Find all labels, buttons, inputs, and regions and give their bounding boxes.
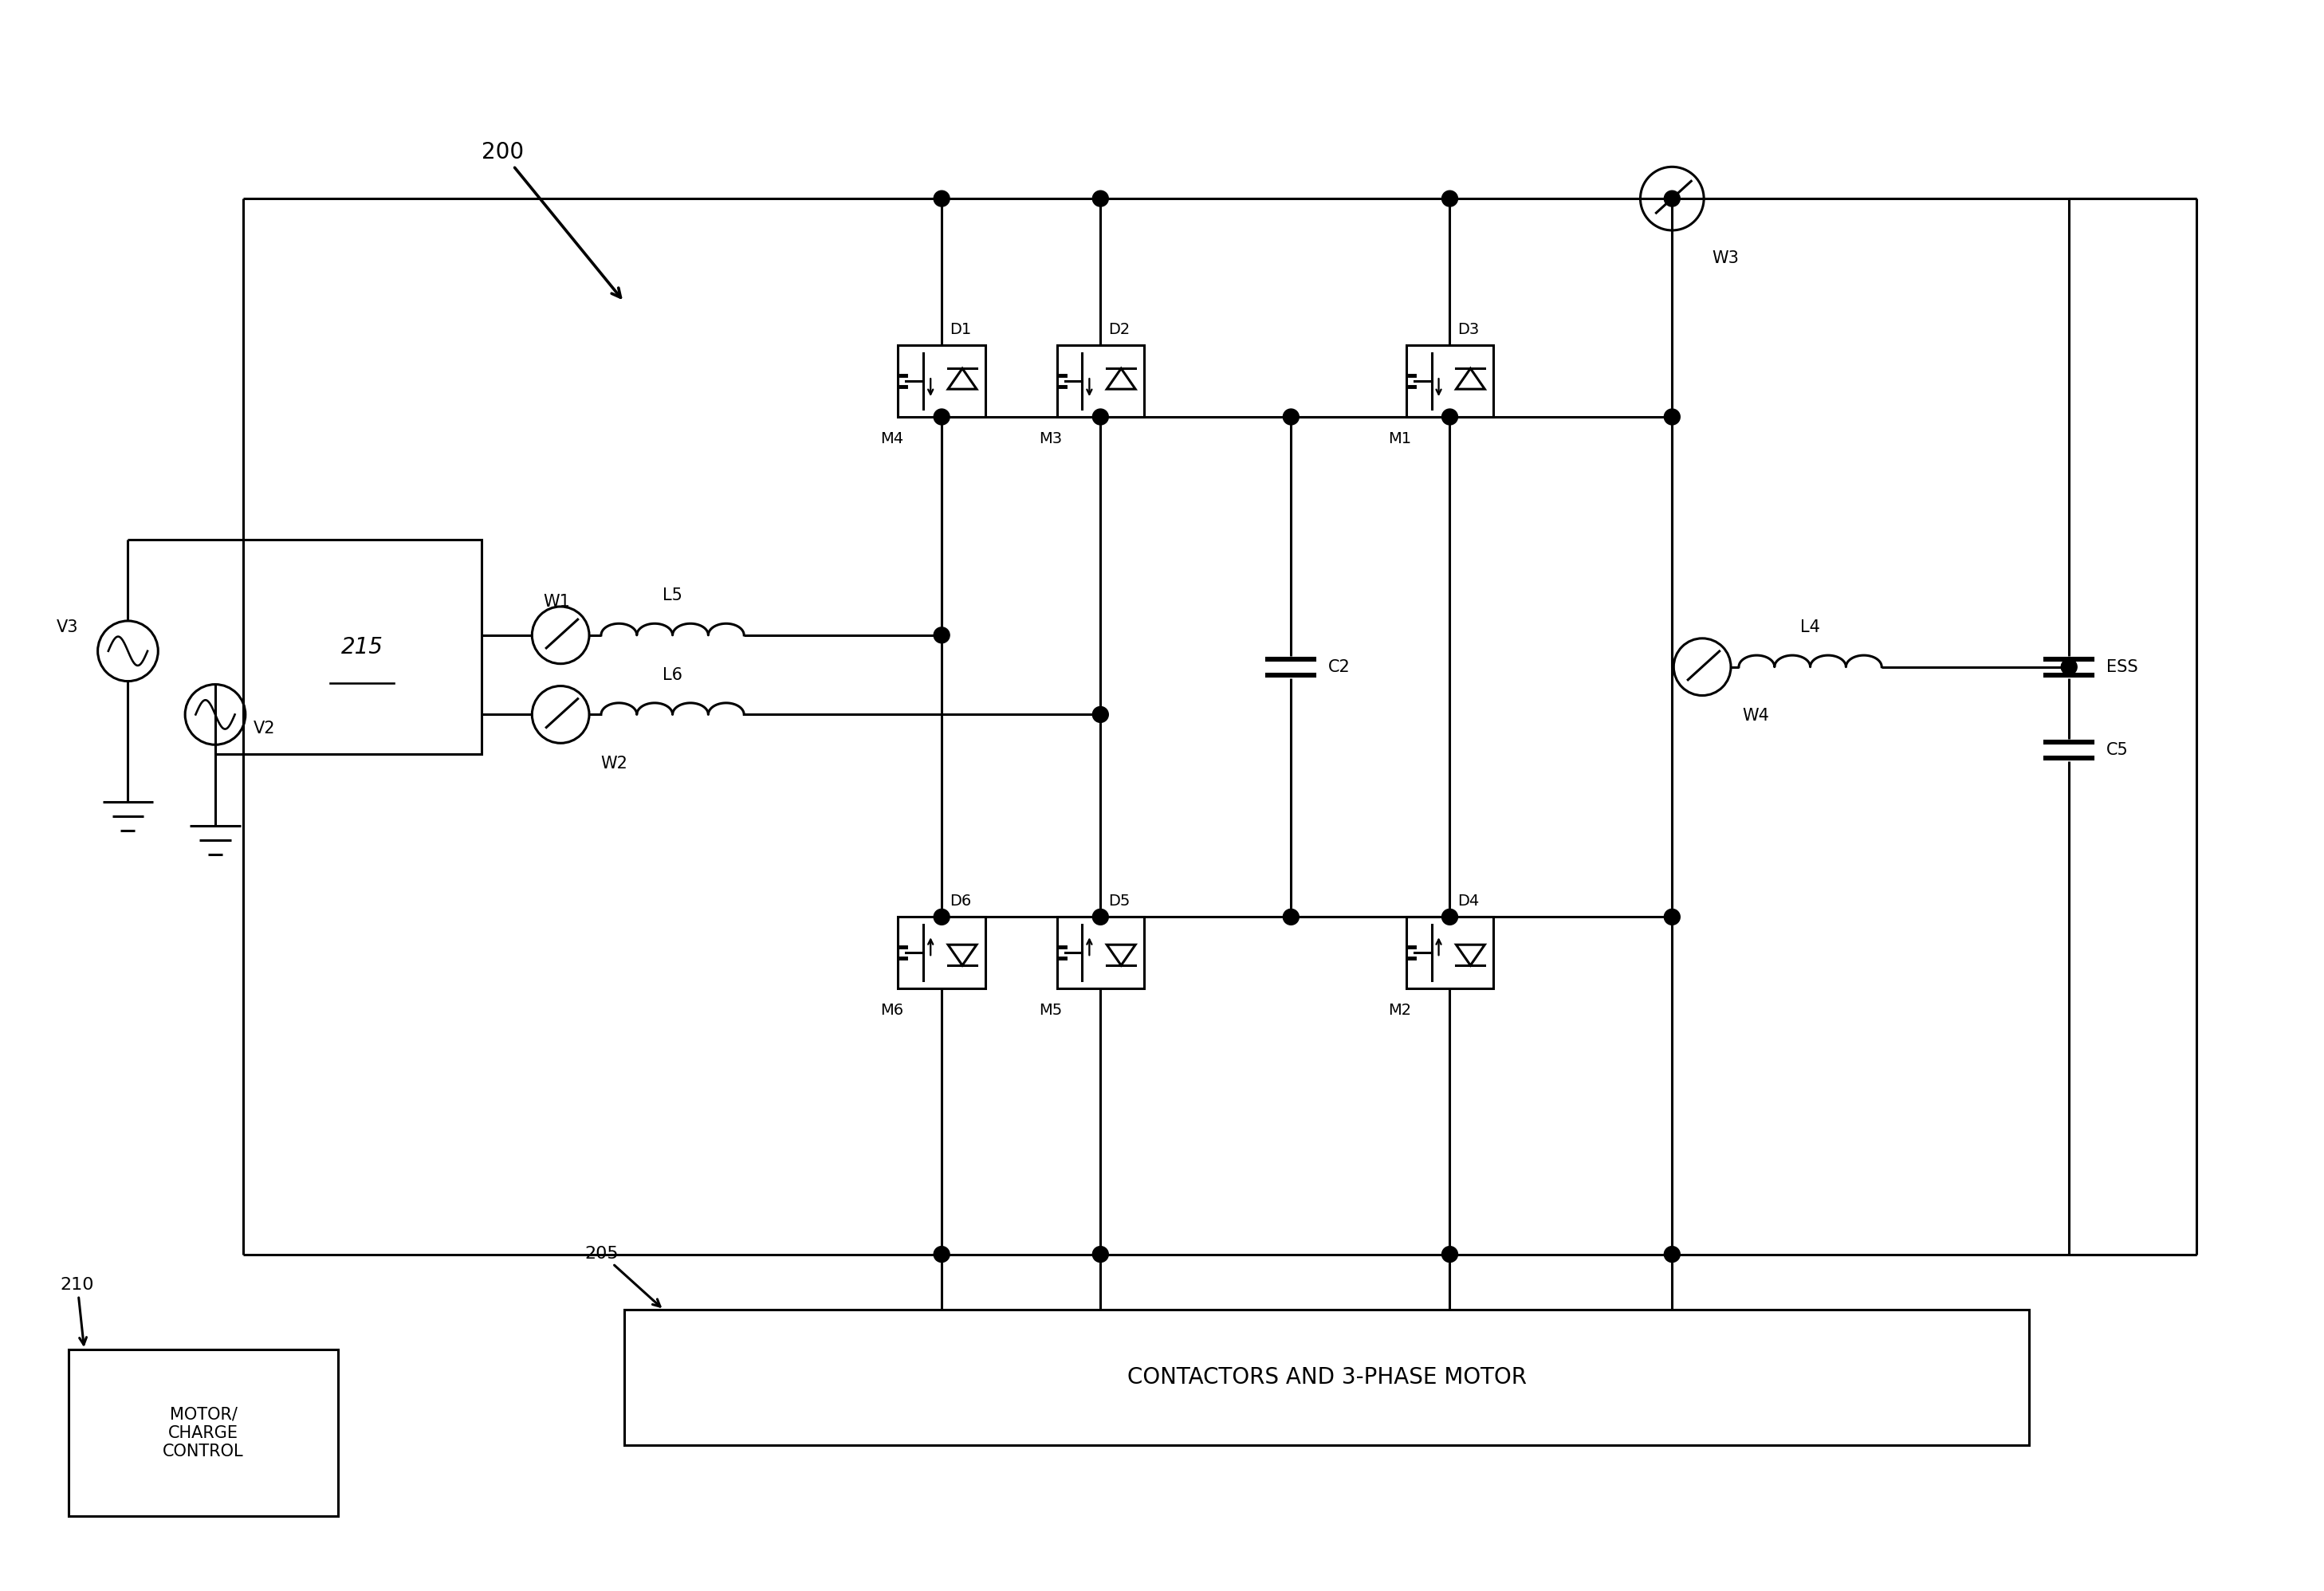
Text: M1: M1	[1387, 431, 1411, 447]
Circle shape	[1441, 191, 1457, 207]
Text: W4: W4	[1743, 708, 1769, 724]
Text: 215: 215	[342, 636, 383, 659]
Text: M5: M5	[1039, 1002, 1062, 1018]
Text: D3: D3	[1457, 323, 1480, 337]
Bar	[67, 1349, 339, 1516]
Polygon shape	[1457, 369, 1485, 390]
Circle shape	[1092, 908, 1109, 924]
Text: D2: D2	[1109, 323, 1129, 337]
Bar	[897, 916, 985, 988]
Text: W1: W1	[544, 593, 569, 609]
Circle shape	[1441, 1246, 1457, 1262]
Text: L4: L4	[1801, 619, 1820, 635]
Circle shape	[1664, 191, 1680, 207]
Circle shape	[1092, 191, 1109, 207]
Circle shape	[1664, 1246, 1680, 1262]
Text: D6: D6	[951, 894, 971, 908]
Circle shape	[1441, 908, 1457, 924]
Circle shape	[1283, 409, 1299, 425]
Bar	[1057, 916, 1143, 988]
Polygon shape	[1457, 945, 1485, 966]
Bar	[1406, 345, 1494, 417]
Text: W2: W2	[600, 756, 627, 772]
Text: MOTOR/
CHARGE
CONTROL: MOTOR/ CHARGE CONTROL	[163, 1406, 244, 1459]
Bar	[1057, 345, 1143, 417]
Circle shape	[934, 1246, 951, 1262]
Text: V3: V3	[56, 619, 79, 635]
Text: M4: M4	[881, 431, 904, 447]
Circle shape	[1092, 1246, 1109, 1262]
Text: V2: V2	[253, 721, 274, 737]
Text: M2: M2	[1387, 1002, 1411, 1018]
Text: 205: 205	[583, 1246, 660, 1306]
Polygon shape	[948, 945, 976, 966]
Polygon shape	[1106, 369, 1136, 390]
Text: M6: M6	[881, 1002, 904, 1018]
Circle shape	[1664, 908, 1680, 924]
Bar	[244, 539, 481, 754]
Circle shape	[1664, 409, 1680, 425]
Text: ESS: ESS	[2106, 659, 2138, 675]
Bar	[1406, 916, 1494, 988]
Text: W3: W3	[1713, 250, 1738, 266]
Circle shape	[934, 191, 951, 207]
Text: L5: L5	[662, 587, 683, 603]
Polygon shape	[1106, 945, 1136, 966]
Circle shape	[1283, 908, 1299, 924]
Circle shape	[934, 908, 951, 924]
Circle shape	[2061, 659, 2078, 675]
Text: C2: C2	[1329, 659, 1350, 675]
Text: 210: 210	[60, 1278, 95, 1344]
Text: M3: M3	[1039, 431, 1062, 447]
Polygon shape	[948, 369, 976, 390]
Text: 200: 200	[481, 142, 621, 298]
Text: D4: D4	[1457, 894, 1480, 908]
Text: D5: D5	[1109, 894, 1129, 908]
Circle shape	[1092, 409, 1109, 425]
Bar	[897, 345, 985, 417]
Circle shape	[934, 409, 951, 425]
Circle shape	[1092, 706, 1109, 722]
Text: D1: D1	[951, 323, 971, 337]
Text: C5: C5	[2106, 743, 2129, 759]
Bar	[625, 1309, 2029, 1445]
Circle shape	[1441, 409, 1457, 425]
Text: L6: L6	[662, 667, 683, 683]
Circle shape	[934, 627, 951, 643]
Text: CONTACTORS AND 3-PHASE MOTOR: CONTACTORS AND 3-PHASE MOTOR	[1127, 1367, 1527, 1389]
